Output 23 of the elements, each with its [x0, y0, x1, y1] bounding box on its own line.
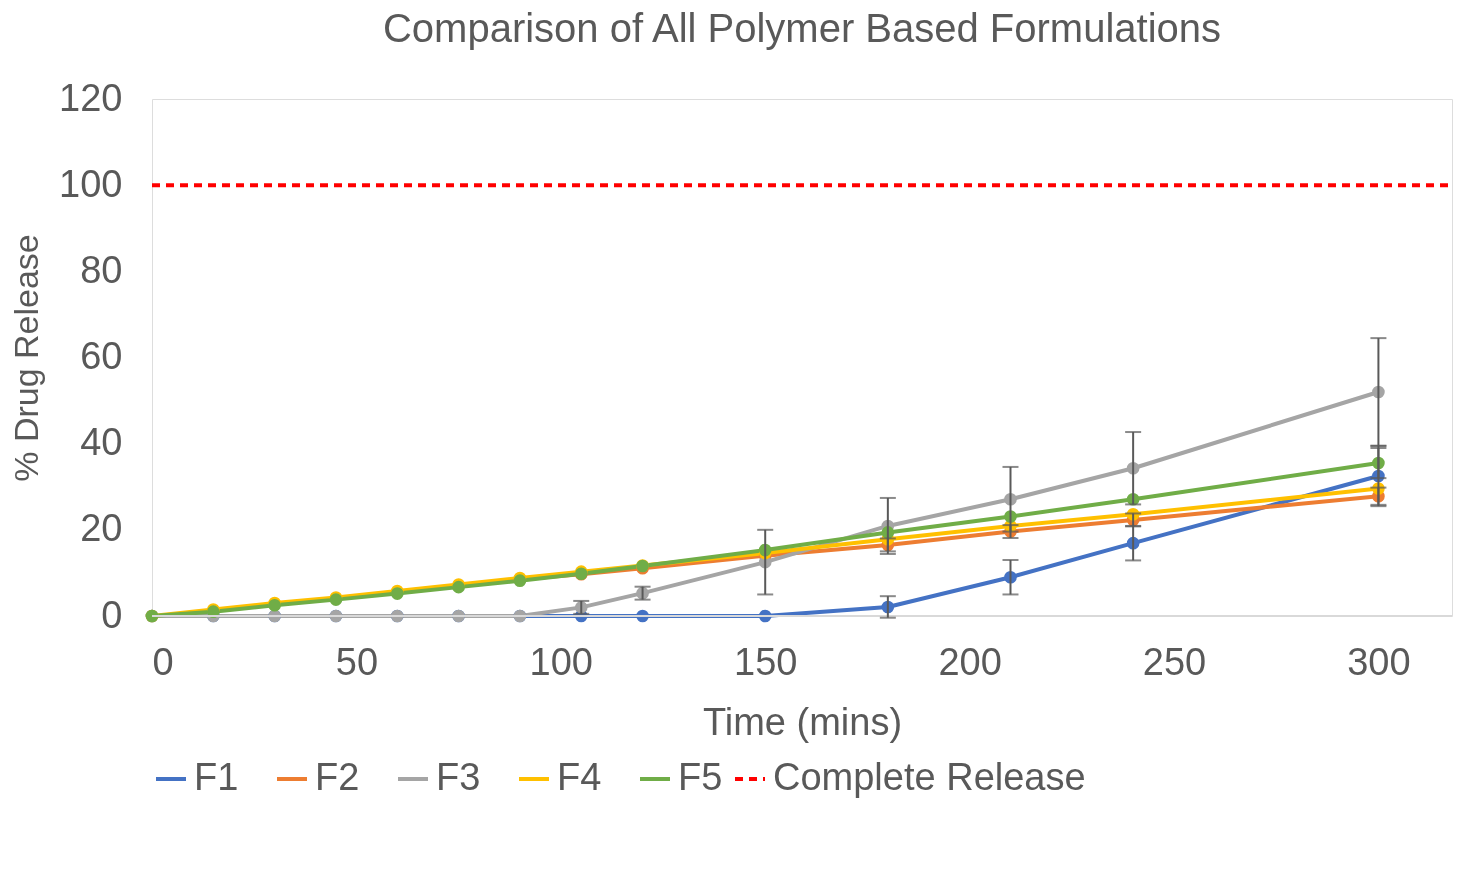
y-tick-label: 0	[101, 593, 123, 636]
x-tick-label: 150	[734, 640, 798, 683]
legend-label: F5	[678, 756, 723, 798]
chart-title: Comparison of All Polymer Based Formulations	[382, 6, 1222, 50]
legend-label: F1	[194, 756, 239, 798]
y-tick-label: 60	[80, 335, 123, 377]
legend-label: Complete Release	[773, 756, 1086, 798]
x-tick-label: 200	[938, 640, 1002, 683]
y-tick-label: 20	[80, 507, 123, 550]
x-tick-label: 0	[152, 640, 174, 683]
x-tick-label: 250	[1142, 640, 1207, 683]
y-axis-title: % Drug Release	[7, 234, 46, 482]
x-tick-label: 100	[529, 640, 594, 683]
x-tick-label: 300	[1347, 640, 1411, 683]
y-tick-label: 120	[59, 76, 123, 119]
y-tick-label: 40	[80, 421, 123, 464]
legend-label: F4	[557, 756, 602, 798]
x-tick-label: 50	[335, 640, 379, 683]
legend-label: F3	[436, 756, 481, 798]
legend-label: F2	[315, 756, 360, 798]
y-tick-label: 100	[59, 162, 123, 205]
y-tick-label: 80	[80, 248, 123, 291]
x-axis-title: Time (mins)	[702, 700, 903, 743]
